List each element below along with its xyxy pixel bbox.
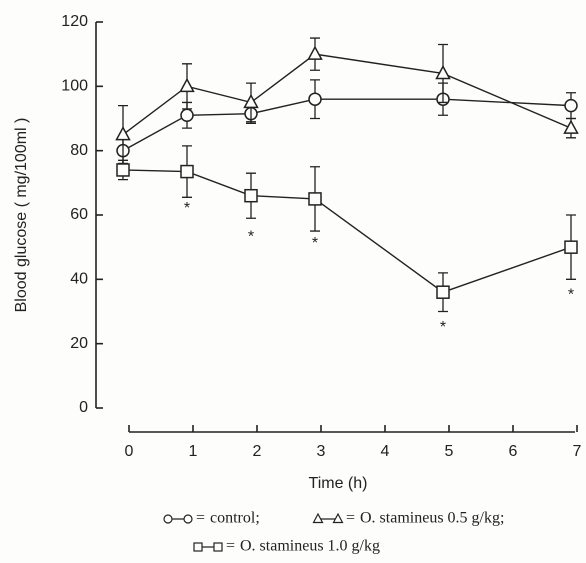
x-tick-label: 3 (317, 443, 326, 460)
x-tick-label: 1 (189, 443, 198, 460)
legend-label: control (210, 510, 256, 527)
y-tick-label: 80 (70, 142, 88, 159)
legend-delimiter: ; (255, 510, 259, 527)
y-tick-label: 0 (79, 399, 88, 416)
y-axis-label: Blood glucose ( mg/100ml ) (13, 118, 30, 313)
marker (244, 188, 258, 203)
legend-marker (193, 542, 203, 552)
significance-mark: * (248, 229, 254, 246)
series-line (122, 53, 572, 136)
marker (308, 192, 322, 206)
marker (436, 285, 450, 299)
legend-label: O. stamineus 1.0 g/kg (240, 538, 380, 555)
series-line (122, 169, 572, 293)
marker (435, 64, 451, 80)
marker (563, 119, 579, 134)
marker (179, 77, 195, 93)
marker (564, 240, 578, 254)
significance-mark: * (568, 287, 574, 304)
marker (116, 163, 130, 177)
marker (308, 92, 322, 106)
x-tick-label: 7 (573, 443, 582, 460)
significance-mark: * (312, 235, 318, 252)
x-axis-label: Time (h) (309, 475, 368, 492)
significance-mark: * (184, 200, 190, 217)
marker (180, 108, 194, 123)
legend-separator: = (196, 510, 205, 527)
marker (115, 126, 131, 141)
x-tick-label: 4 (381, 443, 390, 460)
legend-marker (213, 542, 223, 552)
marker (243, 93, 259, 109)
legend-separator: = (226, 538, 235, 555)
legend-marker (312, 512, 324, 524)
legend-label: O. stamineus 0.5 g/kg (360, 510, 500, 527)
marker (307, 45, 323, 60)
series-line (122, 98, 572, 152)
significance-mark: * (440, 319, 446, 336)
marker (180, 164, 194, 179)
y-tick-label: 20 (70, 335, 88, 352)
legend-marker (332, 512, 344, 524)
y-tick-label: 60 (70, 206, 88, 223)
x-tick-label: 5 (445, 443, 454, 460)
x-tick-label: 0 (125, 443, 134, 460)
y-tick-label: 40 (70, 271, 88, 288)
y-tick-label: 120 (61, 13, 88, 30)
y-tick-label: 100 (61, 78, 88, 95)
x-tick-label: 6 (509, 443, 518, 460)
legend-marker (163, 514, 173, 524)
legend-separator: = (346, 510, 355, 527)
marker (564, 98, 578, 113)
x-tick-label: 2 (253, 443, 262, 460)
legend-marker (183, 514, 193, 524)
legend-delimiter: ; (500, 510, 504, 527)
